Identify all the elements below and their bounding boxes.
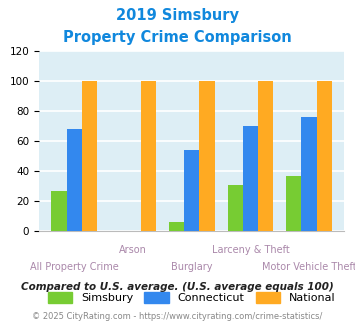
Legend: Simsbury, Connecticut, National: Simsbury, Connecticut, National (48, 292, 336, 303)
Text: Burglary: Burglary (171, 262, 212, 272)
Bar (301, 117, 317, 231)
Text: © 2025 CityRating.com - https://www.cityrating.com/crime-statistics/: © 2025 CityRating.com - https://www.city… (32, 312, 323, 321)
Text: Larceny & Theft: Larceny & Theft (212, 246, 289, 255)
Text: Motor Vehicle Theft: Motor Vehicle Theft (262, 262, 355, 272)
Bar (286, 176, 301, 231)
Text: Property Crime Comparison: Property Crime Comparison (63, 30, 292, 45)
Bar (67, 129, 82, 231)
Bar (169, 222, 184, 231)
Bar (258, 81, 273, 231)
Text: Compared to U.S. average. (U.S. average equals 100): Compared to U.S. average. (U.S. average … (21, 282, 334, 292)
Bar (82, 81, 97, 231)
Text: All Property Crime: All Property Crime (30, 262, 119, 272)
Bar (317, 81, 332, 231)
Bar (184, 150, 200, 231)
Text: 2019 Simsbury: 2019 Simsbury (116, 8, 239, 23)
Bar (243, 126, 258, 231)
Text: Arson: Arson (119, 246, 147, 255)
Bar (51, 190, 67, 231)
Bar (228, 184, 243, 231)
Bar (141, 81, 156, 231)
Bar (200, 81, 214, 231)
